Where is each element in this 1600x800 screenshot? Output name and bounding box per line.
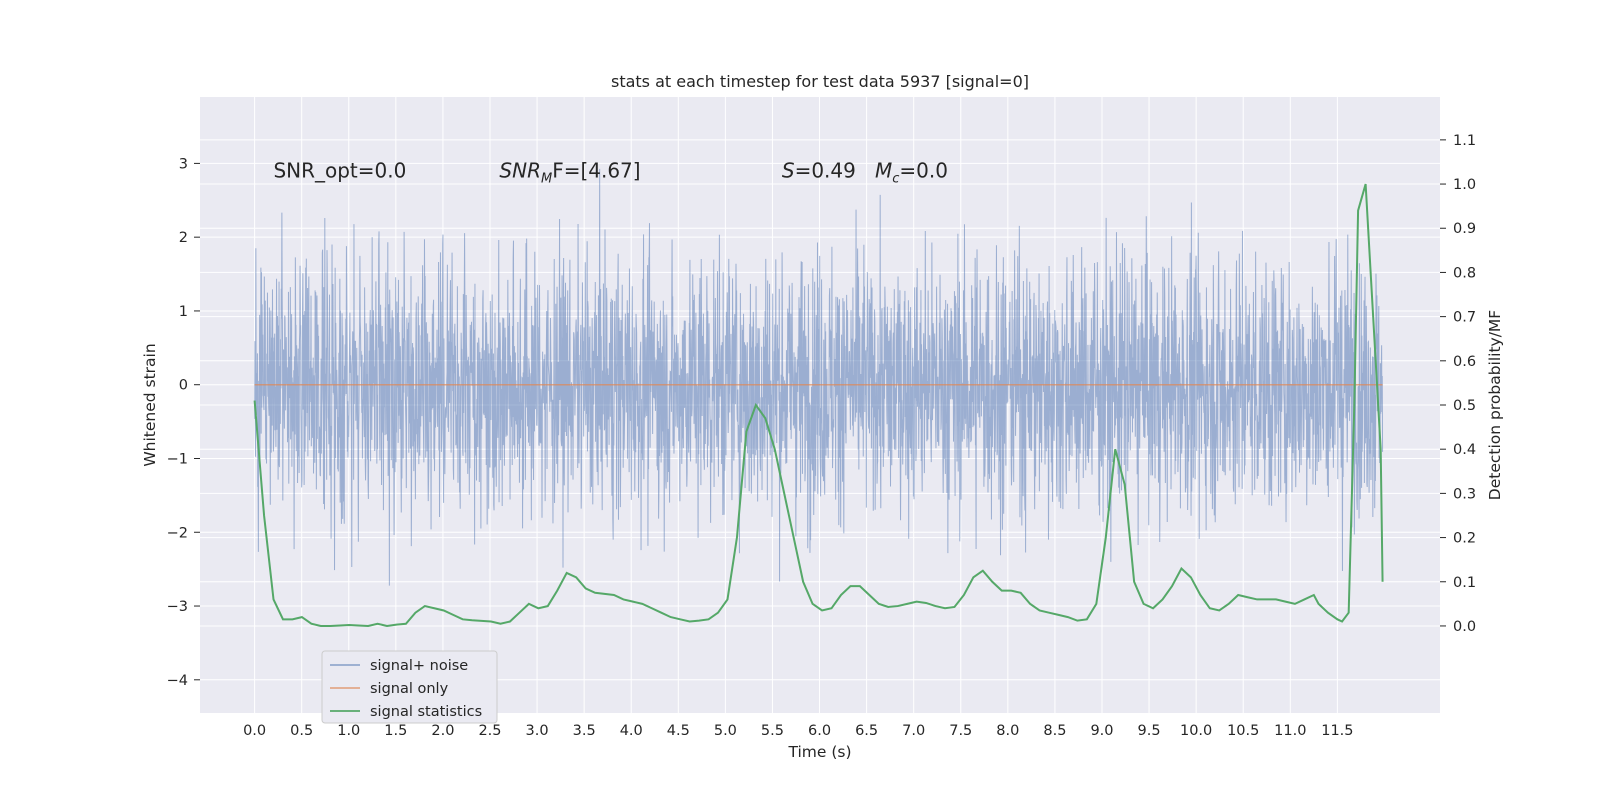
y-tick-label: 1: [179, 304, 188, 320]
x-tick-label: 10.5: [1227, 723, 1259, 739]
x-tick-label: 1.5: [384, 723, 407, 739]
x-axis-ticks: 0.0 0.5 1.0 1.5 2.0 2.5 3.0 3.5 4.0 4.5 5.0 5.5 6.0 6…: [243, 723, 1353, 739]
annotation-s-symbol: S: [782, 158, 795, 182]
y-tick-label: −1: [167, 451, 188, 467]
x-tick-label: 7.0: [902, 723, 925, 739]
x-tick-label: 8.5: [1043, 723, 1066, 739]
x-tick-label: 4.0: [620, 723, 643, 739]
legend-label-signal-statistics: signal statistics: [370, 704, 482, 720]
y-tick-label: −2: [167, 525, 188, 541]
annotation-snr-mf: SNRMF=[4.67]: [499, 158, 640, 186]
annotation-snr-opt: SNR_opt=0.0: [273, 158, 406, 182]
annotation-snr-mf-subscript: M: [541, 171, 552, 186]
chart-title: stats at each timestep for test data 593…: [611, 72, 1029, 91]
series-signal-statistics: [253, 183, 1384, 627]
x-tick-label: 2.0: [431, 723, 454, 739]
annotation-mc-value: =0.0: [899, 158, 948, 182]
legend-box: [321, 650, 498, 724]
x-tick-label: 6.5: [855, 723, 878, 739]
y-axis-label: Whitened strain: [141, 343, 159, 466]
y2-tick-label: 0.5: [1453, 398, 1476, 414]
annotation-stats: S=0.49 Mc=0.0: [782, 158, 948, 186]
x-tick-label: 5.0: [714, 723, 737, 739]
y2-axis-label: Detection probability/MF: [1486, 310, 1504, 501]
legend-item-signal-statistics: signal statistics: [330, 704, 482, 720]
annotation-snr-mf-value: F=[4.67]: [552, 158, 640, 182]
y2-tick-label: 0.8: [1453, 265, 1476, 281]
y2-tick-label: 0.4: [1453, 442, 1476, 458]
x-tick-label: 4.5: [667, 723, 690, 739]
annotation-s-value: =0.49: [795, 158, 875, 182]
y-tick-label: −3: [167, 599, 188, 615]
y-tick-label: −4: [167, 673, 188, 689]
x-tick-label: 9.0: [1090, 723, 1113, 739]
x-tick-label: 2.5: [478, 723, 501, 739]
y2-axis-ticks: 0.0 0.1 0.2 0.3 0.4 0.5 0.6 0.7 0.8 0.9 1.0 1.1: [1440, 133, 1476, 635]
y-tick-label: 0: [179, 378, 188, 394]
y2-tick-label: 1.1: [1453, 133, 1476, 149]
y-tick-label: 2: [179, 230, 188, 246]
legend-label-signal-noise: signal+ noise: [370, 658, 468, 674]
x-tick-label: 11.0: [1274, 723, 1306, 739]
y2-tick-label: 0.7: [1453, 310, 1476, 326]
x-tick-label: 7.5: [949, 723, 972, 739]
y2-tick-label: 0.2: [1453, 531, 1476, 547]
x-tick-label: 5.5: [761, 723, 784, 739]
annotations: SNR_opt=0.0 SNRMF=[4.67] S=0.49 Mc=0.0: [273, 158, 948, 186]
annotation-mc-subscript: c: [892, 171, 899, 186]
x-tick-label: 0.5: [290, 723, 313, 739]
signal-statistics-line: [253, 183, 1384, 627]
x-tick-label: 3.0: [526, 723, 549, 739]
x-tick-label: 1.0: [337, 723, 360, 739]
y-axis-ticks: 3 2 1 0 −1 −2 −3 −4: [167, 156, 200, 689]
legend-item-signal-only: signal only: [330, 681, 449, 697]
legend-item-signal-noise: signal+ noise: [330, 658, 468, 674]
x-tick-label: 6.0: [808, 723, 831, 739]
y-tick-label: 3: [179, 156, 188, 172]
y2-tick-label: 0.0: [1453, 619, 1476, 635]
legend-label-signal-only: signal only: [370, 681, 449, 697]
x-tick-label: 11.5: [1321, 723, 1353, 739]
x-tick-label: 3.5: [573, 723, 596, 739]
y2-tick-label: 0.6: [1453, 354, 1476, 370]
y2-tick-label: 1.0: [1453, 177, 1476, 193]
x-axis-label: Time (s): [787, 743, 851, 761]
annotation-mc-symbol: M: [875, 158, 892, 182]
y2-tick-label: 0.9: [1453, 221, 1476, 237]
x-tick-label: 0.0: [243, 723, 266, 739]
x-tick-label: 10.0: [1180, 723, 1212, 739]
annotation-snr-mf-symbol: SNR: [499, 158, 541, 182]
x-tick-label: 8.0: [996, 723, 1019, 739]
legend: signal+ noise signal only signal statist…: [321, 650, 498, 724]
x-tick-label: 9.5: [1138, 723, 1161, 739]
y2-tick-label: 0.3: [1453, 486, 1476, 502]
y2-tick-label: 0.1: [1453, 575, 1476, 591]
